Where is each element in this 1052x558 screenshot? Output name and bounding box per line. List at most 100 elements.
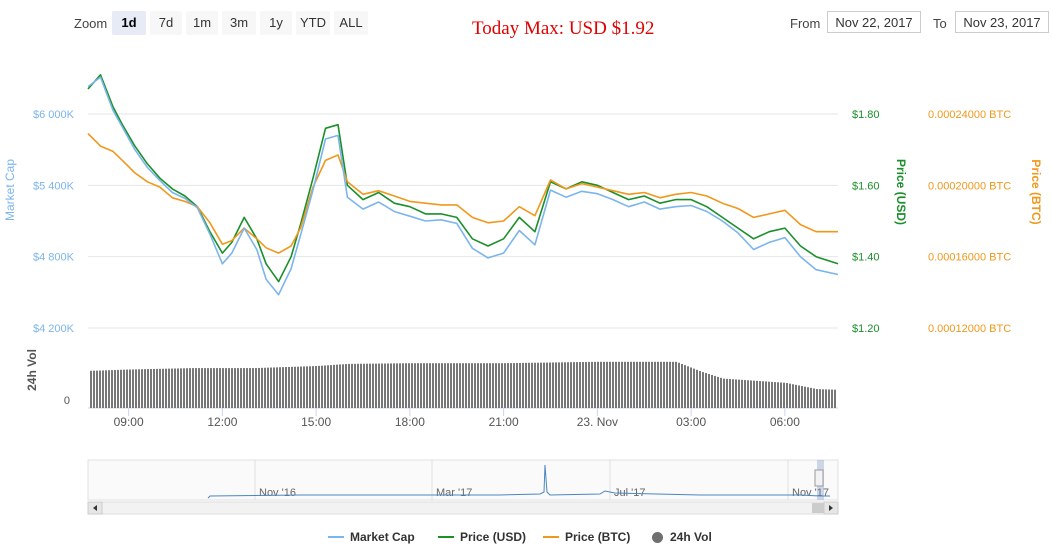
volume-bar — [525, 362, 527, 408]
x-tick-label: 18:00 — [395, 415, 425, 429]
volume-bar — [270, 367, 272, 408]
volume-bar — [714, 375, 716, 408]
navigator-tick-label: Nov '16 — [259, 487, 296, 499]
volume-bar — [276, 367, 278, 408]
volume-bar — [798, 385, 800, 408]
legend-24h-vol[interactable]: 24h Vol — [652, 530, 712, 544]
navigator[interactable]: Nov '16 Mar '17 Jul '17 Nov '17 — [87, 459, 839, 515]
volume-bar — [126, 369, 128, 408]
volume-bar — [528, 362, 530, 408]
volume-bar — [108, 370, 110, 408]
volume-bar — [441, 363, 443, 408]
volume-bar — [318, 365, 320, 408]
volume-bar — [642, 361, 644, 408]
volume-axis-label: 24h Vol — [25, 349, 39, 391]
volume-bar — [354, 363, 356, 408]
volume-bar — [531, 362, 533, 408]
volume-bar — [177, 368, 179, 408]
volume-bar — [786, 383, 788, 408]
volume-bar — [408, 363, 410, 408]
volume-bar — [519, 362, 521, 408]
x-tick-label: 21:00 — [489, 415, 519, 429]
volume-bar — [300, 366, 302, 408]
volume-bar — [675, 361, 677, 408]
volume-bar — [426, 363, 428, 408]
volume-bar — [684, 365, 686, 408]
volume-bar — [315, 366, 317, 408]
volume-bar — [189, 368, 191, 408]
volume-bar — [369, 363, 371, 408]
market-cap-tick-label: $5 400K — [33, 180, 75, 192]
zoom-all-button[interactable]: ALL — [334, 11, 368, 35]
zoom-1m-button[interactable]: 1m — [186, 11, 218, 35]
volume-bar — [120, 369, 122, 408]
volume-bar — [342, 364, 344, 408]
volume-bar — [693, 368, 695, 408]
volume-bar — [339, 364, 341, 408]
volume-bar — [804, 386, 806, 408]
price-btc-tick-label: 0.00016000 BTC — [928, 252, 1011, 264]
volume-bar — [456, 363, 458, 408]
legend-price-btc-label: Price (BTC) — [565, 530, 631, 544]
volume-bar — [801, 386, 803, 408]
volume-bar — [579, 362, 581, 408]
volume-bar — [252, 368, 254, 408]
volume-bar — [210, 368, 212, 408]
volume-bar — [396, 363, 398, 408]
volume-bar — [777, 382, 779, 408]
volume-bar — [630, 361, 632, 408]
volume-bar — [732, 379, 734, 408]
legend-price-btc[interactable]: Price (BTC) — [543, 530, 630, 544]
zoom-ytd-button[interactable]: YTD — [296, 11, 330, 35]
price-usd-axis-label: Price (USD) — [894, 159, 908, 225]
volume-bar — [501, 363, 503, 408]
chart-title: Today Max: USD $1.92 — [472, 18, 655, 39]
legend-market-cap[interactable]: Market Cap — [328, 530, 415, 544]
volume-bar — [513, 363, 515, 408]
volume-bar — [129, 369, 131, 408]
volume-bar — [504, 363, 506, 408]
volume-bar — [690, 367, 692, 408]
volume-bar — [132, 369, 134, 408]
volume-bar — [381, 363, 383, 408]
volume-bar — [723, 378, 725, 408]
price-usd-tick-label: $1.20 — [852, 323, 880, 335]
volume-bar — [612, 361, 614, 408]
volume-bar — [600, 361, 602, 408]
volume-bar — [663, 361, 665, 408]
volume-bar — [597, 361, 599, 408]
volume-bar — [417, 363, 419, 408]
market-cap-line — [87, 76, 839, 296]
volume-bar — [366, 363, 368, 408]
volume-bar — [522, 362, 524, 408]
volume-bar — [102, 370, 104, 408]
volume-bar — [561, 362, 563, 408]
volume-bar — [792, 384, 794, 408]
zoom-1d-button[interactable]: 1d — [112, 11, 146, 35]
price-btc-tick-label: 0.00024000 BTC — [928, 109, 1011, 121]
legend-24h-vol-swatch — [652, 531, 663, 543]
volume-bar — [834, 389, 836, 408]
volume-bar — [174, 368, 176, 408]
volume-bar — [762, 381, 764, 408]
to-date-input[interactable] — [955, 11, 1049, 33]
volume-bar — [687, 366, 689, 408]
volume-bar — [162, 368, 164, 408]
volume-bar — [705, 373, 707, 408]
volume-tick-label: 0 — [64, 395, 70, 407]
volume-bar — [648, 361, 650, 408]
volume-bar — [480, 363, 482, 408]
legend-price-usd-label: Price (USD) — [460, 530, 527, 544]
volume-bar — [312, 366, 314, 408]
legend-price-usd[interactable]: Price (USD) — [438, 530, 526, 544]
zoom-7d-button[interactable]: 7d — [150, 11, 182, 35]
volume-bar — [384, 363, 386, 408]
zoom-1y-button[interactable]: 1y — [260, 11, 292, 35]
from-date-input[interactable] — [827, 11, 921, 33]
zoom-3m-button[interactable]: 3m — [222, 11, 256, 35]
volume-bar — [681, 363, 683, 408]
volume-bar — [444, 363, 446, 408]
x-tick-label: 23. Nov — [577, 415, 618, 429]
volume-bar — [165, 368, 167, 408]
volume-bar — [234, 368, 236, 408]
